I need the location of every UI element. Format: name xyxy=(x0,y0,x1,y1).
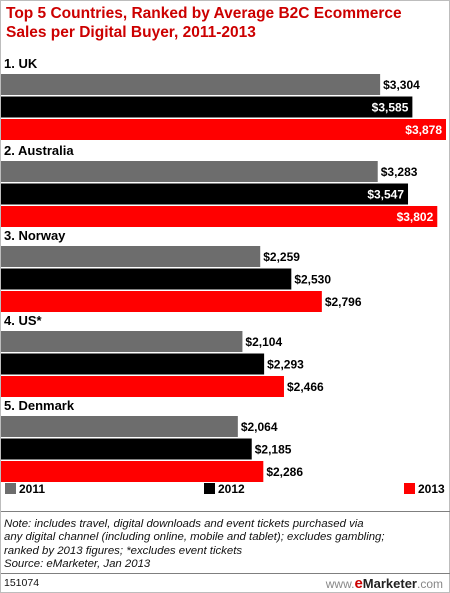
bar-2012-2 xyxy=(1,268,292,290)
category-label: 3. Norway xyxy=(4,228,66,243)
data-label-2011-3: $2,104 xyxy=(245,335,282,349)
legend-label-2012: 2012 xyxy=(218,482,245,496)
data-label-2012-2: $2,530 xyxy=(294,273,331,287)
data-label-2012-1: $3,547 xyxy=(367,188,404,202)
legend-label-2011: 2011 xyxy=(19,482,45,496)
bar-2012-1 xyxy=(1,183,409,205)
bar-2012-4 xyxy=(1,438,252,460)
bar-2011-1 xyxy=(1,161,378,182)
category-label: 5. Denmark xyxy=(4,398,75,413)
category-label: 1. UK xyxy=(4,56,38,71)
legend-swatch-2012 xyxy=(204,483,215,494)
bar-2011-4 xyxy=(1,416,238,437)
emarketer-logo: www.eMarketer.com xyxy=(325,575,443,592)
bar-2012-3 xyxy=(1,353,265,375)
bar-2012-0 xyxy=(1,96,413,118)
data-label-2011-4: $2,064 xyxy=(241,420,278,434)
bar-2011-2 xyxy=(1,246,261,267)
legend-swatch-2013 xyxy=(404,483,415,494)
chart-id: 151074 xyxy=(4,577,40,589)
data-label-2013-4: $2,286 xyxy=(266,465,303,479)
data-label-2013-0: $3,878 xyxy=(405,123,442,137)
data-label-2013-3: $2,466 xyxy=(287,380,324,394)
data-label-2012-4: $2,185 xyxy=(255,443,292,457)
data-label-2011-2: $2,259 xyxy=(263,250,300,264)
bar-2011-0 xyxy=(1,74,381,95)
data-label-2011-1: $3,283 xyxy=(381,165,418,179)
data-label-2012-3: $2,293 xyxy=(267,358,304,372)
chart-title: Top 5 Countries, Ranked by Average B2C E… xyxy=(6,5,402,41)
bar-2013-2 xyxy=(1,291,322,312)
category-label: 4. US* xyxy=(4,313,43,328)
divider-bottom xyxy=(1,573,450,574)
note-source: Source: eMarketer, Jan 2013 xyxy=(4,558,151,571)
bar-2013-3 xyxy=(1,376,284,397)
legend-label-2013: 2013 xyxy=(418,482,445,496)
data-label-2013-1: $3,802 xyxy=(397,210,434,224)
data-label-2013-2: $2,796 xyxy=(325,295,362,309)
category-label: 2. Australia xyxy=(4,143,74,158)
divider-top xyxy=(1,511,450,512)
note-line-2: any digital channel (including online, m… xyxy=(4,531,385,544)
bar-2013-1 xyxy=(1,206,438,227)
bar-chart: 1. UK $3,304 $3,585 $3,878 2. Australia $3,28… xyxy=(1,56,446,496)
note-line-3: ranked by 2013 figures; *excludes event … xyxy=(4,544,243,557)
bar-2013-4 xyxy=(1,461,264,482)
data-label-2011-0: $3,304 xyxy=(383,78,420,92)
note-line-1: Note: includes travel, digital downloads… xyxy=(4,518,364,530)
legend-swatch-2011 xyxy=(5,483,16,494)
chart-notes: Note: includes travel, digital downloads… xyxy=(4,518,448,572)
bar-2013-0 xyxy=(1,119,446,140)
bar-2011-3 xyxy=(1,331,243,352)
data-label-2012-0: $3,585 xyxy=(372,101,409,115)
